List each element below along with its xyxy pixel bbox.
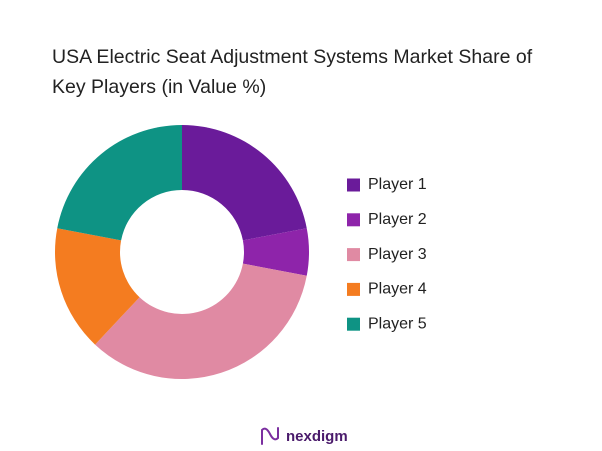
legend-label: Player 1 [368, 176, 427, 193]
slice [95, 263, 307, 379]
slice [182, 125, 307, 241]
legend-label: Player 4 [368, 281, 427, 298]
slice [242, 228, 309, 276]
slice [57, 125, 182, 241]
legend-swatch [347, 317, 360, 331]
legend-swatch [347, 248, 360, 262]
legend-label: Player 3 [368, 246, 427, 263]
legend-label: Player 5 [368, 315, 427, 332]
chart-title: USA Electric Seat Adjustment Systems Mar… [52, 46, 533, 98]
legend-swatch [347, 178, 360, 192]
legend-label: Player 2 [368, 211, 427, 228]
logo-icon [261, 427, 279, 445]
logo-text: nexdigm [286, 428, 348, 445]
legend-swatch [347, 213, 360, 227]
slice [55, 228, 140, 345]
legend-swatch [347, 282, 360, 296]
